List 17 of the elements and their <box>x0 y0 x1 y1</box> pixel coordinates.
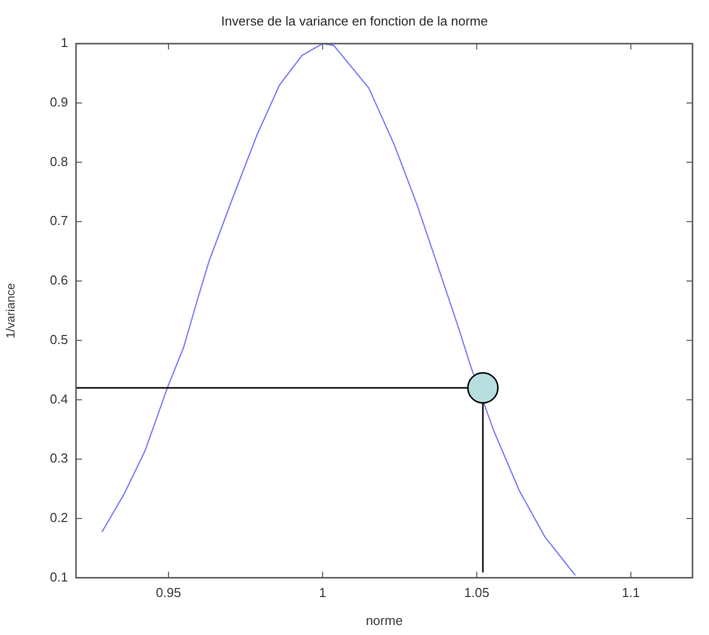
y-tick-label: 0.6 <box>50 272 68 288</box>
x-tick-label: 1.1 <box>622 585 640 600</box>
y-tick-label: 0.5 <box>50 332 68 347</box>
y-tick-label: 0.1 <box>50 569 68 584</box>
y-tick-label: 0.4 <box>50 391 68 406</box>
chart-title: Inverse de la variance en fonction de la norme <box>221 13 488 28</box>
x-axis-title: norme <box>366 612 403 628</box>
y-tick-label: 0.2 <box>50 510 68 526</box>
x-tick-label: 0.95 <box>156 585 182 600</box>
y-tick-label: 0.9 <box>50 94 68 110</box>
y-axis-title: 1/variance <box>4 282 18 338</box>
y-tick-label: 0.8 <box>50 154 68 169</box>
y-tick-label: 0.3 <box>50 450 68 466</box>
y-tick-label: 1 <box>60 35 68 50</box>
x-tick-label: 1 <box>318 585 326 600</box>
y-tick-label: 0.7 <box>50 213 68 228</box>
x-tick-label: 1.05 <box>464 585 490 600</box>
